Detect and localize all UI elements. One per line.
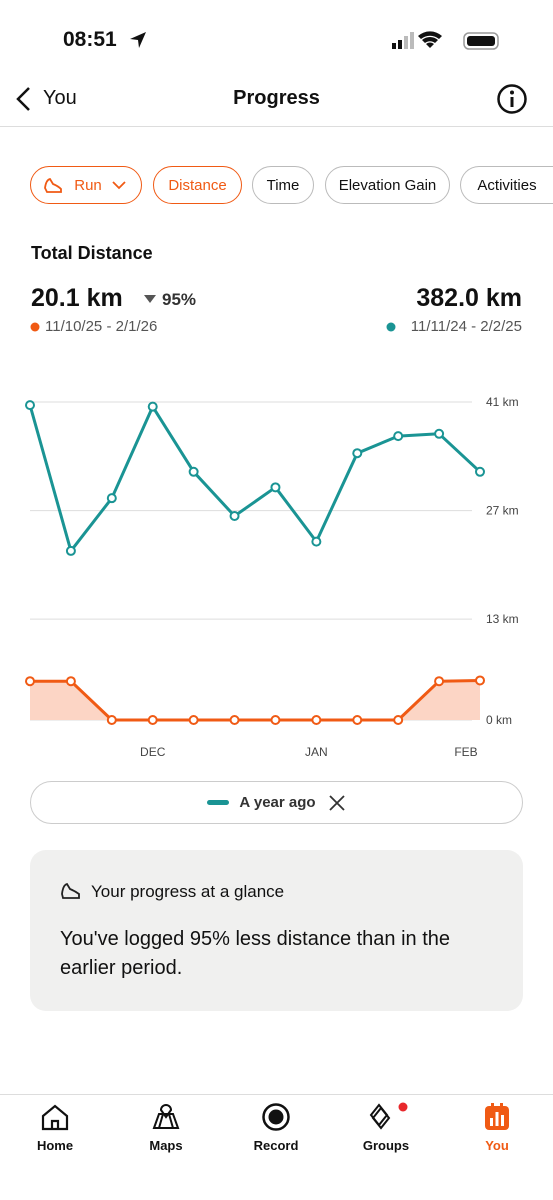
filter-chip[interactable]: Elevation Gain: [325, 166, 450, 204]
x-tick-label: DEC: [140, 745, 166, 759]
line: [28, 404, 482, 553]
tabbar-divider: [0, 1094, 553, 1095]
point: [188, 466, 199, 477]
point: [475, 466, 485, 477]
point: [65, 676, 76, 687]
y-tick-label: 13 km: [486, 612, 519, 626]
previous-dot: [386, 322, 396, 332]
point: [270, 715, 281, 725]
point: [188, 715, 199, 725]
point: [311, 536, 322, 547]
insight-title: Your progress at a glance: [91, 882, 285, 901]
down-triangle: [144, 295, 156, 303]
shoe-icon: [61, 882, 80, 899]
tab-record[interactable]: Record: [236, 1100, 316, 1153]
point: [147, 715, 158, 725]
current-range: 11/10/25 - 2/1/26: [45, 318, 158, 335]
change-percent: 95%: [162, 290, 197, 309]
tab-label: Groups: [362, 1138, 410, 1153]
filter-chip[interactable]: Time: [252, 166, 314, 204]
sport-chip[interactable]: Run: [30, 166, 142, 204]
back-icon[interactable]: [14, 86, 34, 112]
point: [393, 431, 404, 442]
tab-home[interactable]: Home: [15, 1100, 95, 1153]
point: [25, 400, 35, 411]
section-heading: Total Distance: [31, 243, 153, 263]
point: [65, 545, 76, 556]
insight-text: You've logged 95% less distance than in …: [60, 928, 451, 979]
point: [311, 715, 322, 725]
tab-label: Maps: [149, 1138, 183, 1153]
comparison-chip[interactable]: A year ago: [30, 781, 523, 824]
x-tick-label: JAN: [305, 745, 328, 759]
page-title: Progress: [233, 87, 320, 109]
current-dot: [30, 322, 40, 332]
y-tick-label: 0 km: [486, 713, 512, 727]
y-tick-label: 41 km: [486, 395, 519, 409]
info-icon[interactable]: [496, 83, 528, 115]
header-divider: [0, 126, 553, 127]
y-tick-label: 27 km: [486, 504, 519, 518]
tab-label: You: [485, 1138, 509, 1153]
point: [270, 482, 281, 493]
point: [106, 715, 117, 725]
chart: 0 km 13 km 27 km 41 km DEC JAN FEB: [25, 395, 519, 759]
tab-label: Home: [36, 1138, 74, 1153]
x-tick-label: FEB: [454, 745, 477, 759]
legend-label: A year ago: [239, 794, 316, 811]
chip-label: Run: [74, 176, 102, 194]
filter-chip[interactable]: Activities: [460, 166, 553, 204]
line: [30, 678, 481, 722]
tab-you[interactable]: You: [457, 1100, 537, 1153]
status-icons: [392, 31, 499, 50]
point: [434, 676, 445, 687]
area: [30, 680, 480, 720]
point: [434, 428, 445, 439]
point: [147, 401, 158, 412]
point: [25, 676, 35, 687]
point: [352, 448, 363, 459]
tab-label: Record: [253, 1138, 299, 1153]
tab-groups[interactable]: Groups: [346, 1100, 426, 1153]
location-icon: [130, 32, 146, 48]
current-total: 20.1 km: [31, 284, 123, 312]
point: [352, 715, 363, 725]
back-label[interactable]: You: [43, 87, 77, 109]
filter-chip[interactable]: Distance: [153, 166, 242, 204]
tab-maps[interactable]: Maps: [126, 1100, 206, 1153]
previous-total: 382.0 km: [416, 284, 522, 312]
clock: 08:51: [63, 28, 117, 51]
insight-card: [30, 850, 523, 1011]
previous-range: 11/11/24 - 2/2/25: [410, 318, 522, 335]
point: [393, 715, 404, 725]
point: [229, 715, 240, 725]
point: [106, 493, 117, 504]
point: [229, 511, 240, 522]
point: [475, 675, 485, 686]
